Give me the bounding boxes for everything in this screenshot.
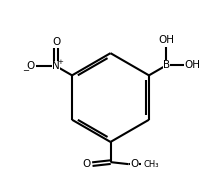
Text: N: N — [52, 61, 60, 71]
Text: OH: OH — [158, 35, 174, 45]
Text: B: B — [163, 60, 170, 70]
Text: +: + — [57, 59, 63, 65]
Text: O: O — [82, 159, 90, 169]
Text: O: O — [26, 61, 34, 71]
Text: O: O — [130, 159, 138, 169]
Text: O: O — [52, 37, 61, 47]
Text: −: − — [22, 66, 29, 75]
Text: CH₃: CH₃ — [143, 160, 159, 169]
Text: OH: OH — [184, 60, 200, 70]
